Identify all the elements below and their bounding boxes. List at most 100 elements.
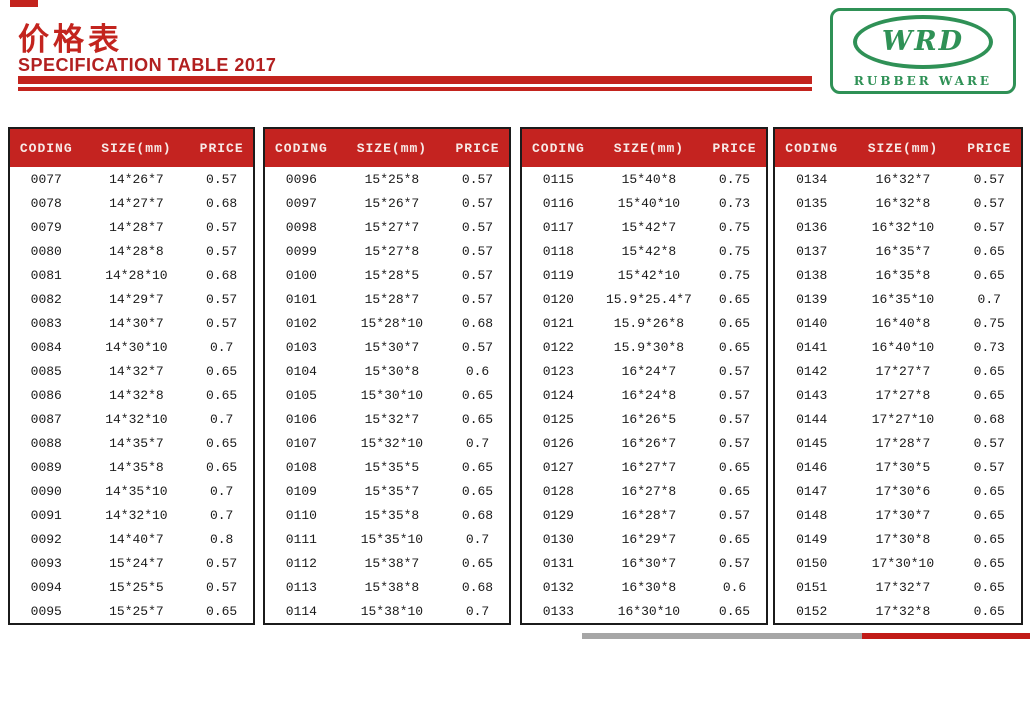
coding-cell: 0078	[30, 195, 62, 211]
company-logo: WRD RUBBER WARE	[830, 8, 1016, 94]
price-cell: 0.57	[461, 171, 494, 187]
size-cell: 14*32*7	[109, 363, 164, 379]
table-row: 0142 17*27*7 0.65	[774, 359, 1022, 383]
coding-cell: 0112	[285, 555, 317, 571]
size-cell: 14*27*7	[109, 195, 164, 211]
table-row: 0112 15*38*7 0.65	[264, 551, 510, 575]
price-cell: 0.73	[973, 339, 1005, 355]
price-cell: 0.57	[718, 507, 751, 523]
size-cell: 15*25*5	[109, 579, 164, 595]
size-cell: 17*30*10	[871, 555, 935, 571]
column-header-coding: CODING	[9, 128, 83, 167]
size-cell: 14*28*8	[109, 243, 164, 259]
size-cell: 14*40*7	[109, 531, 164, 547]
table-row: 0135 16*32*8 0.57	[774, 191, 1022, 215]
table-row: 0121 15.9*26*8 0.65	[521, 311, 767, 335]
size-cell: 15*38*7	[364, 555, 420, 571]
logo-text: WRD	[881, 26, 965, 57]
price-cell: 0.57	[461, 219, 494, 235]
price-cell: 0.65	[718, 603, 751, 619]
coding-cell: 0141	[796, 339, 828, 355]
table-row: 0123 16*24*7 0.57	[521, 359, 767, 383]
table-row: 0147 17*30*6 0.65	[774, 479, 1022, 503]
size-cell: 14*35*10	[105, 483, 168, 499]
size-cell: 14*32*8	[109, 387, 164, 403]
coding-cell: 0090	[30, 483, 62, 499]
logo-ellipse: WRD	[853, 14, 993, 69]
column-header-coding: CODING	[774, 128, 849, 167]
price-cell: 0.65	[973, 243, 1005, 259]
size-cell: 14*29*7	[109, 291, 164, 307]
coding-cell: 0095	[30, 603, 62, 619]
coding-cell: 0127	[542, 459, 574, 475]
table-row: 0093 15*24*7 0.57	[9, 551, 254, 575]
size-cell: 16*28*7	[621, 507, 677, 523]
price-cell: 0.57	[973, 171, 1005, 187]
coding-cell: 0099	[285, 243, 317, 259]
coding-cell: 0103	[285, 339, 317, 355]
page-subtitle: SPECIFICATION TABLE 2017	[18, 55, 277, 75]
table-row: 0119 15*42*10 0.75	[521, 263, 767, 287]
coding-cell: 0086	[30, 387, 62, 403]
price-cell: 0.57	[718, 363, 751, 379]
spec-table-4: CODING SIZE(mm) PRICE 0134 16*32*7 0.57 0135 16…	[773, 127, 1023, 625]
size-cell: 15*27*7	[364, 219, 420, 235]
coding-cell: 0089	[30, 459, 62, 475]
coding-cell: 0077	[30, 171, 62, 187]
size-cell: 15*38*10	[360, 603, 424, 619]
coding-cell: 0144	[796, 411, 828, 427]
table-row: 0110 15*35*8 0.68	[264, 503, 510, 527]
size-cell: 15.9*25.4*7	[606, 291, 692, 307]
coding-cell: 0082	[30, 291, 62, 307]
price-cell: 0.57	[206, 171, 238, 187]
size-cell: 14*35*8	[109, 459, 164, 475]
size-cell: 16*40*10	[871, 339, 935, 355]
table-row: 0113 15*38*8 0.68	[264, 575, 510, 599]
size-cell: 16*24*8	[621, 387, 677, 403]
table-row: 0078 14*27*7 0.68	[9, 191, 254, 215]
table-row: 0083 14*30*7 0.57	[9, 311, 254, 335]
table-row: 0101 15*28*7 0.57	[264, 287, 510, 311]
price-cell: 0.75	[718, 219, 751, 235]
price-cell: 0.7	[465, 435, 490, 451]
price-cell: 0.57	[461, 267, 494, 283]
price-cell: 0.7	[465, 603, 490, 619]
coding-cell: 0111	[285, 531, 317, 547]
table-row: 0114 15*38*10 0.7	[264, 599, 510, 624]
table-row: 0151 17*32*7 0.65	[774, 575, 1022, 599]
column-header-price: PRICE	[703, 128, 767, 167]
size-cell: 14*32*10	[105, 411, 168, 427]
size-cell: 15*25*7	[109, 603, 164, 619]
coding-cell: 0133	[542, 603, 574, 619]
price-cell: 0.73	[718, 195, 751, 211]
table-row: 0125 16*26*5 0.57	[521, 407, 767, 431]
table-row: 0084 14*30*10 0.7	[9, 335, 254, 359]
size-cell: 16*27*7	[621, 459, 677, 475]
column-header-size: SIZE(mm)	[848, 128, 958, 167]
price-cell: 0.65	[973, 387, 1005, 403]
size-cell: 15.9*30*8	[613, 339, 685, 355]
size-cell: 15.9*26*8	[613, 315, 685, 331]
coding-cell: 0135	[796, 195, 828, 211]
table-row: 0118 15*42*8 0.75	[521, 239, 767, 263]
size-cell: 15*30*8	[364, 363, 420, 379]
table-row: 0148 17*30*7 0.65	[774, 503, 1022, 527]
size-cell: 14*32*10	[105, 507, 168, 523]
column-header-price: PRICE	[190, 128, 254, 167]
table-row: 0143 17*27*8 0.65	[774, 383, 1022, 407]
coding-cell: 0146	[796, 459, 828, 475]
table-row: 0090 14*35*10 0.7	[9, 479, 254, 503]
table-row: 0126 16*26*7 0.57	[521, 431, 767, 455]
coding-cell: 0102	[285, 315, 317, 331]
price-cell: 0.57	[718, 435, 751, 451]
table-row: 0091 14*32*10 0.7	[9, 503, 254, 527]
table-row: 0141 16*40*10 0.73	[774, 335, 1022, 359]
price-cell: 0.57	[461, 243, 494, 259]
table-row: 0115 15*40*8 0.75	[521, 167, 767, 191]
table-row: 0109 15*35*7 0.65	[264, 479, 510, 503]
bottom-bar	[582, 633, 1030, 639]
size-cell: 15*24*7	[109, 555, 164, 571]
coding-cell: 0132	[542, 579, 574, 595]
table-row: 0111 15*35*10 0.7	[264, 527, 510, 551]
price-cell: 0.57	[206, 219, 238, 235]
